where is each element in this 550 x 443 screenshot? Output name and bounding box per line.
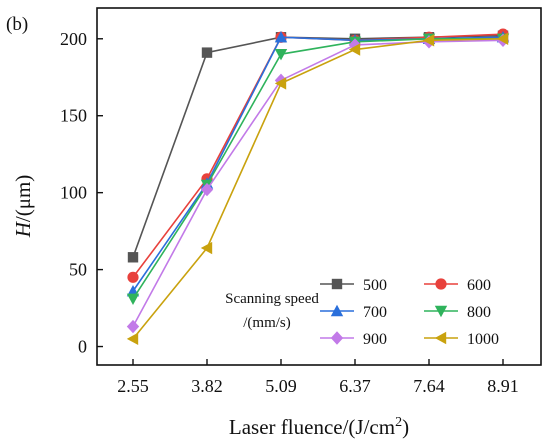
data-point-800-0	[126, 293, 140, 306]
data-point-900-3	[348, 38, 362, 52]
data-point-800-2	[274, 48, 288, 61]
series-500	[127, 30, 509, 263]
legend-marker-700	[330, 304, 344, 317]
legend-label-900: 900	[363, 331, 387, 348]
plot-frame	[96, 7, 542, 366]
data-point-1000-5	[496, 32, 509, 45]
legend-item-500: 500	[320, 277, 387, 294]
series-900	[126, 33, 510, 334]
data-point-1000-1	[200, 241, 213, 255]
data-point-600-0	[127, 271, 139, 283]
series-700	[126, 31, 510, 297]
x-tick-label: 3.82	[191, 376, 223, 396]
x-axis-label: Laser fluence/(J/cm2)	[229, 415, 409, 439]
svg-text:H/(μm): H/(μm)	[11, 175, 35, 239]
data-point-900-0	[126, 319, 140, 334]
axis-ticks: 2.55 3.82 5.09 6.37 7.64 8.91 0 50 100 150 200	[60, 29, 519, 396]
series-800	[126, 33, 510, 306]
legend-item-900: 900	[320, 331, 387, 348]
data-point-1000-2	[274, 77, 287, 90]
data-point-500-0	[127, 252, 139, 263]
y-axis-label: H/(μm)	[11, 175, 35, 239]
legend-title-unit: /(mm/s)	[243, 315, 291, 331]
x-tick-label: 8.91	[487, 376, 519, 396]
series-line-800	[132, 37, 503, 300]
data-point-700-2	[274, 31, 288, 43]
data-point-900-1	[200, 182, 214, 197]
legend-label-700: 700	[363, 304, 387, 321]
legend-item-1000: 1000	[424, 331, 499, 348]
x-tick-label: 6.37	[339, 376, 371, 396]
legend-label-1000: 1000	[467, 331, 499, 348]
series-1000	[126, 32, 509, 346]
data-point-500-1	[201, 47, 213, 58]
legend-label-800: 800	[467, 304, 491, 321]
series-line-600	[132, 33, 504, 278]
legend-marker-900	[330, 331, 344, 345]
series-layer	[126, 28, 510, 346]
legend-label-500: 500	[363, 277, 387, 294]
y-axis-label-symbol: H	[11, 220, 35, 238]
panel-label: (b)	[6, 14, 28, 35]
data-point-1000-0	[126, 332, 139, 346]
legend-item-700: 700	[320, 304, 387, 321]
y-axis-label-unit: /(μm)	[11, 175, 35, 222]
series-line-1000	[132, 37, 504, 340]
y-tick-label: 50	[69, 260, 87, 280]
legend-title: Scanning speed	[225, 291, 319, 307]
legend-marker-1000	[434, 331, 447, 345]
legend-marker-800	[434, 305, 448, 318]
y-tick-label: 200	[60, 29, 87, 49]
y-tick-label: 100	[60, 183, 87, 203]
y-tick-label: 0	[78, 337, 87, 357]
legend-item-800: 800	[424, 304, 491, 321]
data-point-1000-4	[422, 34, 435, 47]
legend-label-600: 600	[467, 277, 491, 294]
x-tick-label: 2.55	[117, 376, 149, 396]
x-tick-label: 5.09	[265, 376, 297, 396]
legend-marker-600	[435, 278, 447, 290]
legend-marker-500	[331, 278, 343, 290]
series-line-900	[132, 39, 504, 327]
series-line-700	[132, 36, 504, 292]
x-tick-label: 7.64	[413, 376, 445, 396]
data-point-1000-3	[348, 43, 361, 56]
legend: Scanning speed /(mm/s) 500 600 700 800 900 1000	[225, 277, 499, 348]
legend-item-600: 600	[424, 277, 491, 294]
y-tick-label: 150	[60, 106, 87, 126]
